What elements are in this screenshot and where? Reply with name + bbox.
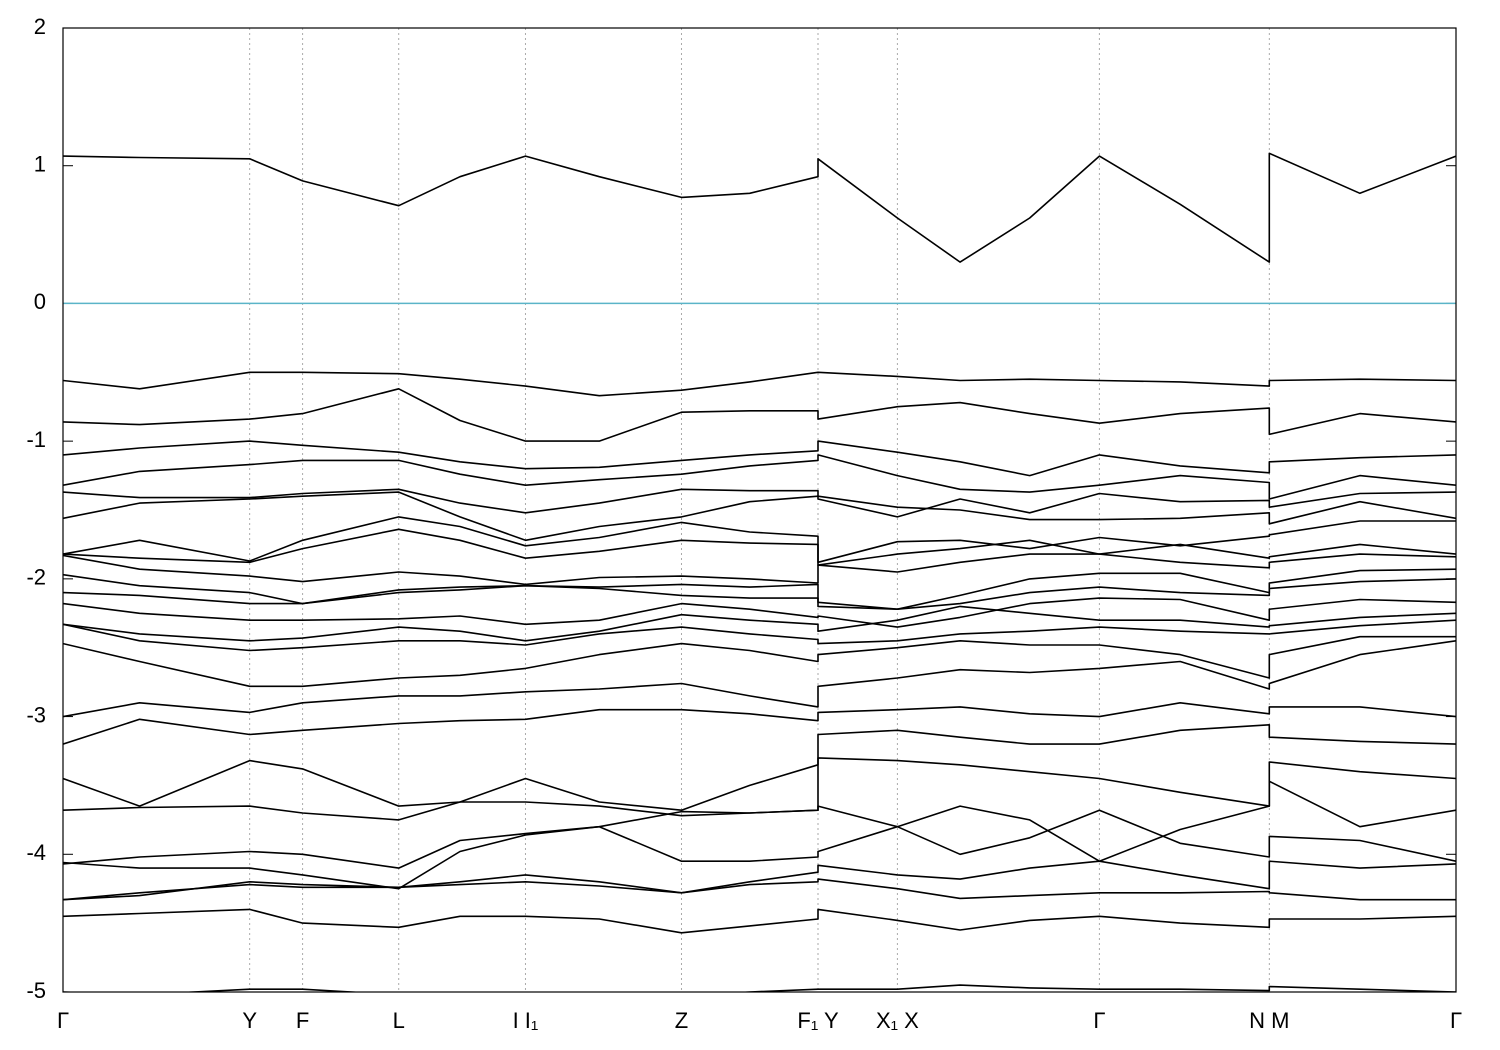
band-line <box>63 809 1456 890</box>
x-tick-label: N M <box>1249 1008 1289 1033</box>
y-tick-label: 2 <box>34 14 46 39</box>
band-line <box>63 371 1456 397</box>
y-tick-label: -5 <box>26 978 46 1003</box>
y-tick-label: 0 <box>34 289 46 314</box>
x-tick-label: F <box>296 1008 309 1033</box>
x-tick-label: Z <box>675 1008 688 1033</box>
band-line <box>63 984 1456 992</box>
y-tick-label: -4 <box>26 840 46 865</box>
plot-frame <box>62 27 1457 993</box>
band-line <box>63 491 1456 542</box>
band-line <box>63 878 1456 901</box>
x-tick-label: Y <box>242 1008 257 1033</box>
band-line <box>63 454 1456 500</box>
band-line <box>63 597 1456 628</box>
band-line <box>63 780 1456 869</box>
band-line <box>63 640 1456 718</box>
x-tick-label: Γ <box>1450 1008 1462 1033</box>
band-line <box>63 860 1456 901</box>
band-line <box>63 605 1456 642</box>
plot-area <box>63 152 1456 992</box>
x-tick-label: L <box>393 1008 405 1033</box>
band-line <box>63 440 1456 477</box>
x-tick-label: Γ <box>57 1008 69 1033</box>
y-tick-label: -3 <box>26 702 46 727</box>
band-line <box>63 578 1456 610</box>
band-line <box>63 724 1456 811</box>
band-line <box>63 568 1456 610</box>
x-tick-label: X₁ X <box>876 1008 919 1033</box>
band-line <box>63 702 1456 745</box>
x-tick-label: Γ <box>1093 1008 1105 1033</box>
x-tick-label: I I₁ <box>513 1008 539 1033</box>
band-line <box>63 516 1456 564</box>
band-line <box>63 619 1456 652</box>
band-line <box>63 152 1456 263</box>
band-line <box>63 388 1456 442</box>
band-line <box>63 635 1456 688</box>
y-tick-label: 1 <box>34 152 46 177</box>
y-tick-label: -1 <box>26 427 46 452</box>
x-tick-label: F₁ Y <box>797 1008 839 1033</box>
band-line <box>63 553 1456 586</box>
band-line <box>63 757 1456 821</box>
band-line <box>63 908 1456 934</box>
y-tick-label: -2 <box>26 565 46 590</box>
band-line <box>63 528 1456 566</box>
band-line <box>63 488 1456 518</box>
